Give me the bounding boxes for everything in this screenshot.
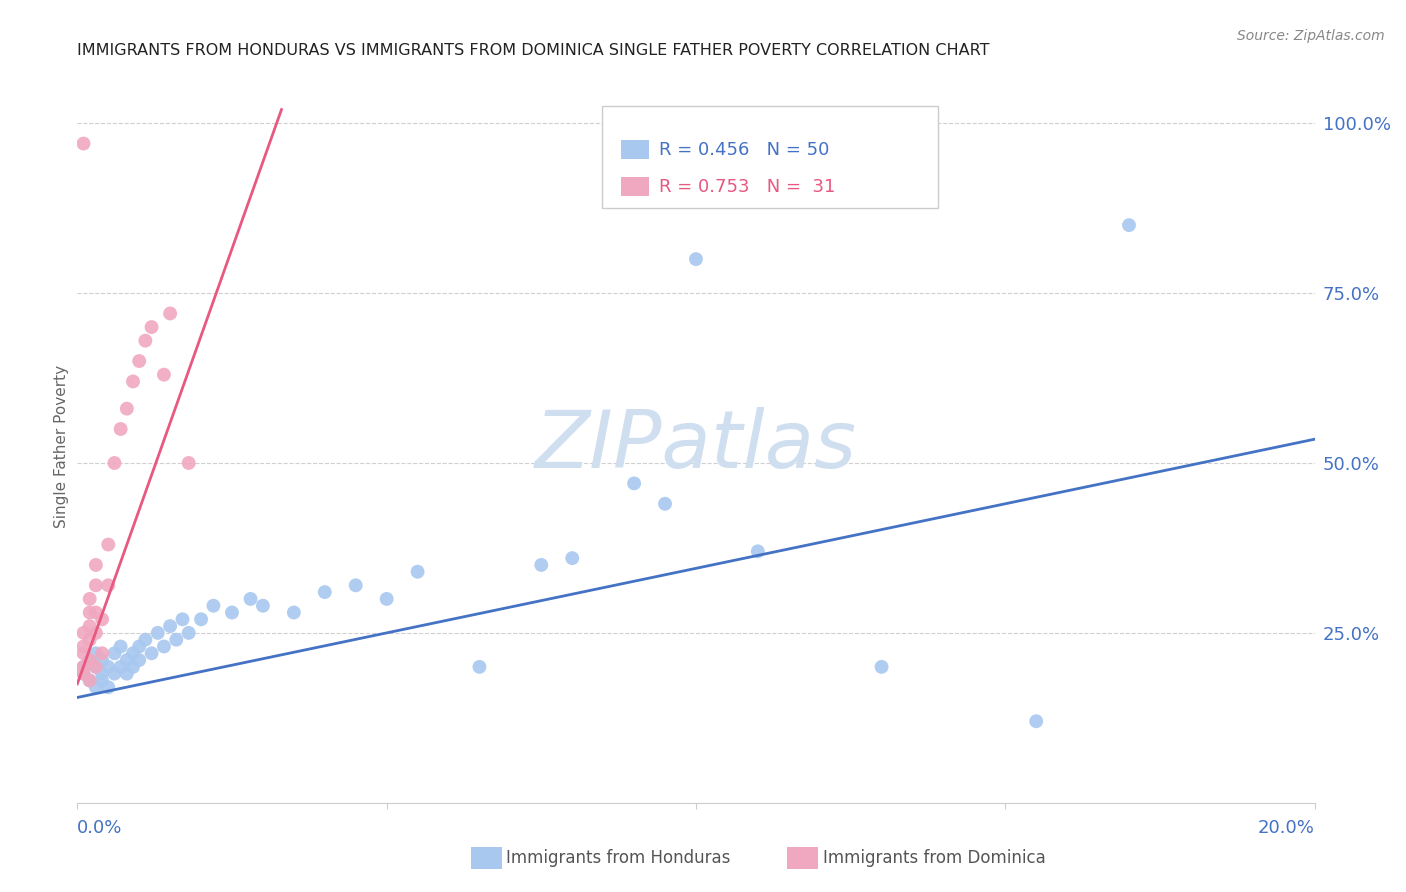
Point (685, 252, 707, 266)
Point (146, 626, 169, 640)
Point (239, 591, 262, 606)
Text: ZIPatlas: ZIPatlas (534, 407, 858, 485)
Point (72, 136, 94, 151)
Point (128, 354, 150, 368)
Point (1025, 714, 1047, 729)
Point (72, 646, 94, 660)
Point (115, 666, 138, 681)
Point (72, 626, 94, 640)
Point (134, 334, 156, 348)
Point (165, 632, 187, 647)
Y-axis label: Single Father Poverty: Single Father Poverty (53, 365, 69, 527)
Text: Immigrants from Honduras: Immigrants from Honduras (506, 849, 731, 867)
Point (141, 646, 163, 660)
Point (110, 422, 132, 436)
Point (79, 673, 101, 688)
Point (79, 606, 101, 620)
Point (72, 660, 94, 674)
Text: Source: ZipAtlas.com: Source: ZipAtlas.com (1237, 29, 1385, 43)
Point (97, 660, 120, 674)
Point (97, 578, 120, 592)
Point (103, 646, 125, 660)
Point (141, 320, 163, 334)
Point (561, 551, 583, 566)
Point (468, 660, 491, 674)
Point (91, 673, 114, 688)
Point (530, 558, 553, 572)
Point (72, 666, 94, 681)
Point (84, 606, 107, 620)
Point (159, 619, 181, 633)
Point (79, 653, 101, 667)
Point (79, 673, 101, 688)
Point (190, 612, 212, 626)
Text: R = 0.753   N =  31: R = 0.753 N = 31 (658, 178, 835, 195)
Point (159, 306, 181, 320)
Point (128, 640, 150, 654)
Point (110, 660, 132, 674)
Point (91, 646, 114, 660)
Point (79, 653, 101, 667)
Point (623, 476, 645, 491)
Point (72, 640, 94, 654)
Point (221, 606, 243, 620)
Text: IMMIGRANTS FROM HONDURAS VS IMMIGRANTS FROM DOMINICA SINGLE FATHER POVERTY CORRE: IMMIGRANTS FROM HONDURAS VS IMMIGRANTS F… (77, 43, 990, 58)
Point (153, 640, 176, 654)
Point (122, 660, 145, 674)
Point (654, 497, 676, 511)
Text: R = 0.456   N = 50: R = 0.456 N = 50 (658, 141, 830, 159)
Point (134, 632, 156, 647)
Point (110, 640, 132, 654)
Point (252, 599, 274, 613)
Point (84, 646, 107, 660)
Point (122, 375, 145, 389)
Point (72, 666, 94, 681)
Point (115, 401, 138, 416)
Point (84, 578, 107, 592)
Point (79, 632, 101, 647)
Point (406, 565, 429, 579)
Point (103, 666, 125, 681)
Point (344, 578, 367, 592)
Point (172, 612, 194, 626)
Point (177, 456, 200, 470)
Point (91, 653, 114, 667)
Point (122, 646, 145, 660)
Point (84, 660, 107, 674)
Point (84, 558, 107, 572)
Point (97, 537, 120, 551)
Point (91, 666, 114, 681)
Point (115, 653, 138, 667)
Point (72, 660, 94, 674)
Point (177, 626, 200, 640)
Point (84, 660, 107, 674)
Point (128, 653, 150, 667)
Point (375, 591, 398, 606)
Point (153, 368, 176, 382)
Point (103, 456, 125, 470)
Point (870, 660, 893, 674)
Point (283, 606, 305, 620)
Point (79, 591, 101, 606)
Point (79, 619, 101, 633)
Text: 0.0%: 0.0% (77, 819, 122, 837)
Point (91, 612, 114, 626)
Point (1118, 218, 1140, 232)
Point (84, 626, 107, 640)
Point (314, 585, 336, 599)
Point (202, 599, 225, 613)
Point (747, 544, 769, 558)
Text: 20.0%: 20.0% (1258, 819, 1315, 837)
Point (97, 680, 120, 694)
Text: Immigrants from Dominica: Immigrants from Dominica (823, 849, 1045, 867)
Point (84, 680, 107, 694)
